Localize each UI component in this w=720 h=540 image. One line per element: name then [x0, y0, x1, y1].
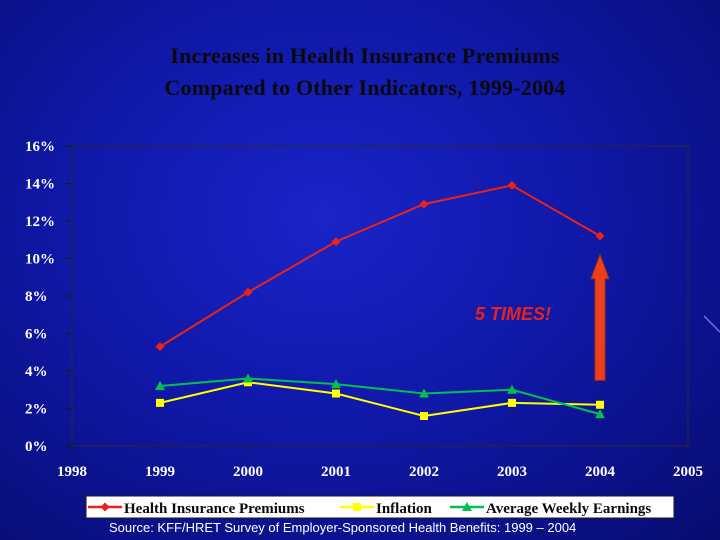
annotation-label: 5 TIMES!	[475, 304, 551, 324]
y-tick-label: 12%	[25, 214, 55, 230]
y-tick-label: 14%	[25, 177, 55, 193]
data-point	[332, 389, 340, 398]
x-tick-label: 2002	[409, 464, 439, 480]
data-point	[420, 412, 428, 420]
y-tick-label: 10%	[25, 252, 55, 268]
x-tick-label: 2001	[321, 464, 351, 480]
x-tick-label: 2003	[497, 464, 527, 480]
legend-box	[85, 495, 675, 519]
legend-label: Average Weekly Earnings	[486, 501, 651, 517]
data-point	[595, 409, 605, 419]
legend-marker	[100, 502, 110, 512]
legend-label: Inflation	[376, 501, 433, 517]
series-line-inflation	[159, 381, 601, 418]
source-note: Source: KFF/HRET Survey of Employer-Spon…	[109, 520, 577, 535]
data-point	[155, 381, 165, 390]
x-tick-label: 1998	[57, 464, 87, 480]
data-point	[331, 379, 341, 389]
y-tick-label: 4%	[25, 364, 48, 380]
legend-label: Health Insurance Premiums	[124, 501, 305, 517]
y-tick-label: 2%	[25, 402, 48, 418]
title-line-1: Increases in Health Insurance Premiums	[170, 43, 560, 68]
data-point	[243, 373, 253, 383]
data-point	[155, 342, 165, 352]
y-tick-label: 0%	[25, 439, 48, 455]
series-line-average-weekly-earnings	[159, 377, 601, 416]
data-point	[419, 388, 429, 398]
data-point	[243, 287, 253, 297]
data-point	[507, 384, 517, 394]
data-point	[508, 398, 516, 407]
data-point	[595, 231, 605, 241]
data-point	[596, 400, 604, 409]
series-line-health-insurance-premiums	[159, 184, 601, 348]
x-tick-label: 1999	[145, 464, 175, 480]
y-tick-label: 8%	[25, 289, 48, 305]
data-point	[419, 199, 429, 209]
x-tick-label: 2004	[585, 464, 616, 480]
y-tick-label: 6%	[25, 327, 48, 343]
chart-title: Increases in Health Insurance Premiums C…	[0, 40, 720, 104]
data-point	[507, 180, 517, 190]
legend-marker	[462, 502, 472, 511]
y-tick-label: 16%	[25, 139, 55, 155]
legend-marker	[353, 503, 361, 511]
x-tick-label: 2005	[673, 464, 703, 480]
annotation-arrow	[590, 253, 610, 381]
x-tick-label: 2000	[233, 464, 263, 480]
title-line-2: Compared to Other Indicators, 1999-2004	[164, 75, 566, 100]
data-point	[156, 398, 164, 407]
data-point	[331, 237, 341, 247]
